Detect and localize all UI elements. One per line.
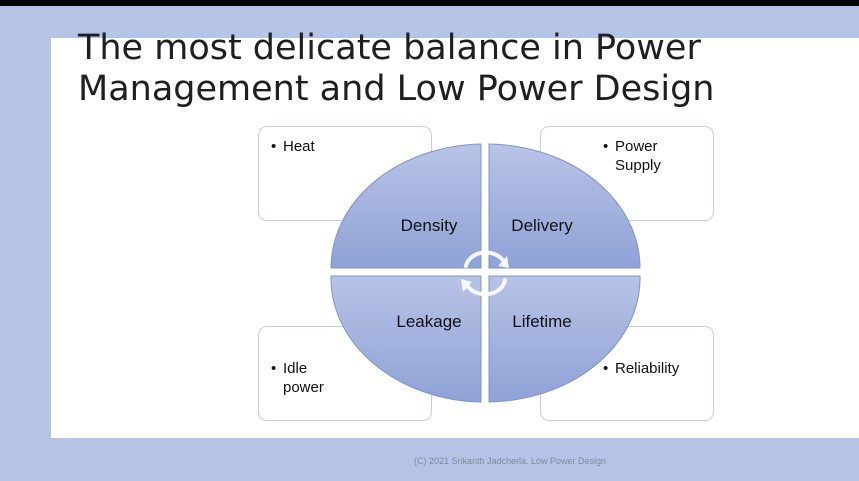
- top-black-bar: [0, 0, 859, 6]
- title-line-1: The most delicate balance in Power: [78, 28, 701, 68]
- quadrant-label-delivery: Delivery: [511, 216, 573, 235]
- quadrant-delivery: [488, 143, 641, 269]
- slide-footer: (C) 2021 Srikanth Jadcherla. Low Power D…: [413, 456, 607, 466]
- quadrant-label-density: Density: [401, 216, 458, 235]
- quadrant-lifetime: [488, 275, 641, 403]
- quadrant-density: [330, 143, 482, 269]
- note-reliability: Reliability: [603, 359, 713, 378]
- title-line-2: Management and Low Power Design: [78, 69, 715, 109]
- slide-title: The most delicate balance in Power Manag…: [78, 28, 838, 110]
- quadrant-label-leakage: Leakage: [396, 312, 461, 331]
- quadrant-leakage: [330, 275, 482, 403]
- note-heat: Heat: [271, 137, 431, 156]
- cycle-arrows-icon: [461, 250, 509, 297]
- quadrant-label-lifetime: Lifetime: [512, 312, 572, 331]
